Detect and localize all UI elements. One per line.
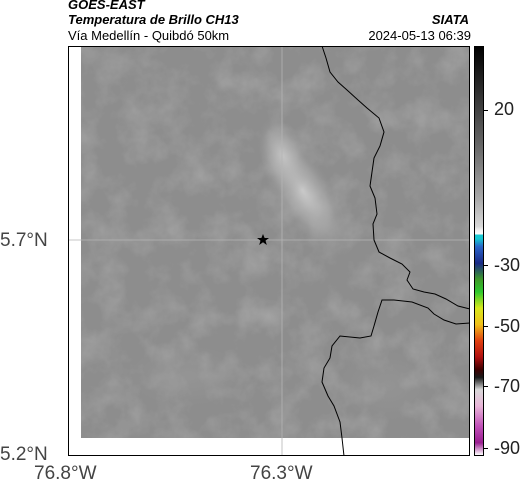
colorbar-tick [484,326,488,327]
colorbar-label: -90 [494,438,520,459]
colorbar-tick [484,448,488,449]
satellite-map[interactable] [68,46,470,456]
latitude-tick: 5.7°N [0,230,48,252]
colorbar-label: -50 [494,316,520,337]
location-label: Vía Medellín - Quibdó 50km [68,28,229,43]
timestamp-label: 2024-05-13 06:39 [368,28,471,43]
satellite-title: GOES-EAST [68,0,145,12]
colorbar-tick [484,265,488,266]
organization-label: SIATA [432,12,469,27]
longitude-tick: 76.3°W [250,463,313,485]
temperature-colorbar [474,46,484,456]
product-title: Temperatura de Brillo CH13 [68,12,239,27]
colorbar-label: -30 [494,255,520,276]
brightness-image [81,47,469,438]
longitude-tick: 76.8°W [34,463,97,485]
colorbar-tick [484,386,488,387]
colorbar-tick [484,110,488,111]
colorbar-label: -70 [494,376,520,397]
colorbar-label: 20 [494,99,514,120]
